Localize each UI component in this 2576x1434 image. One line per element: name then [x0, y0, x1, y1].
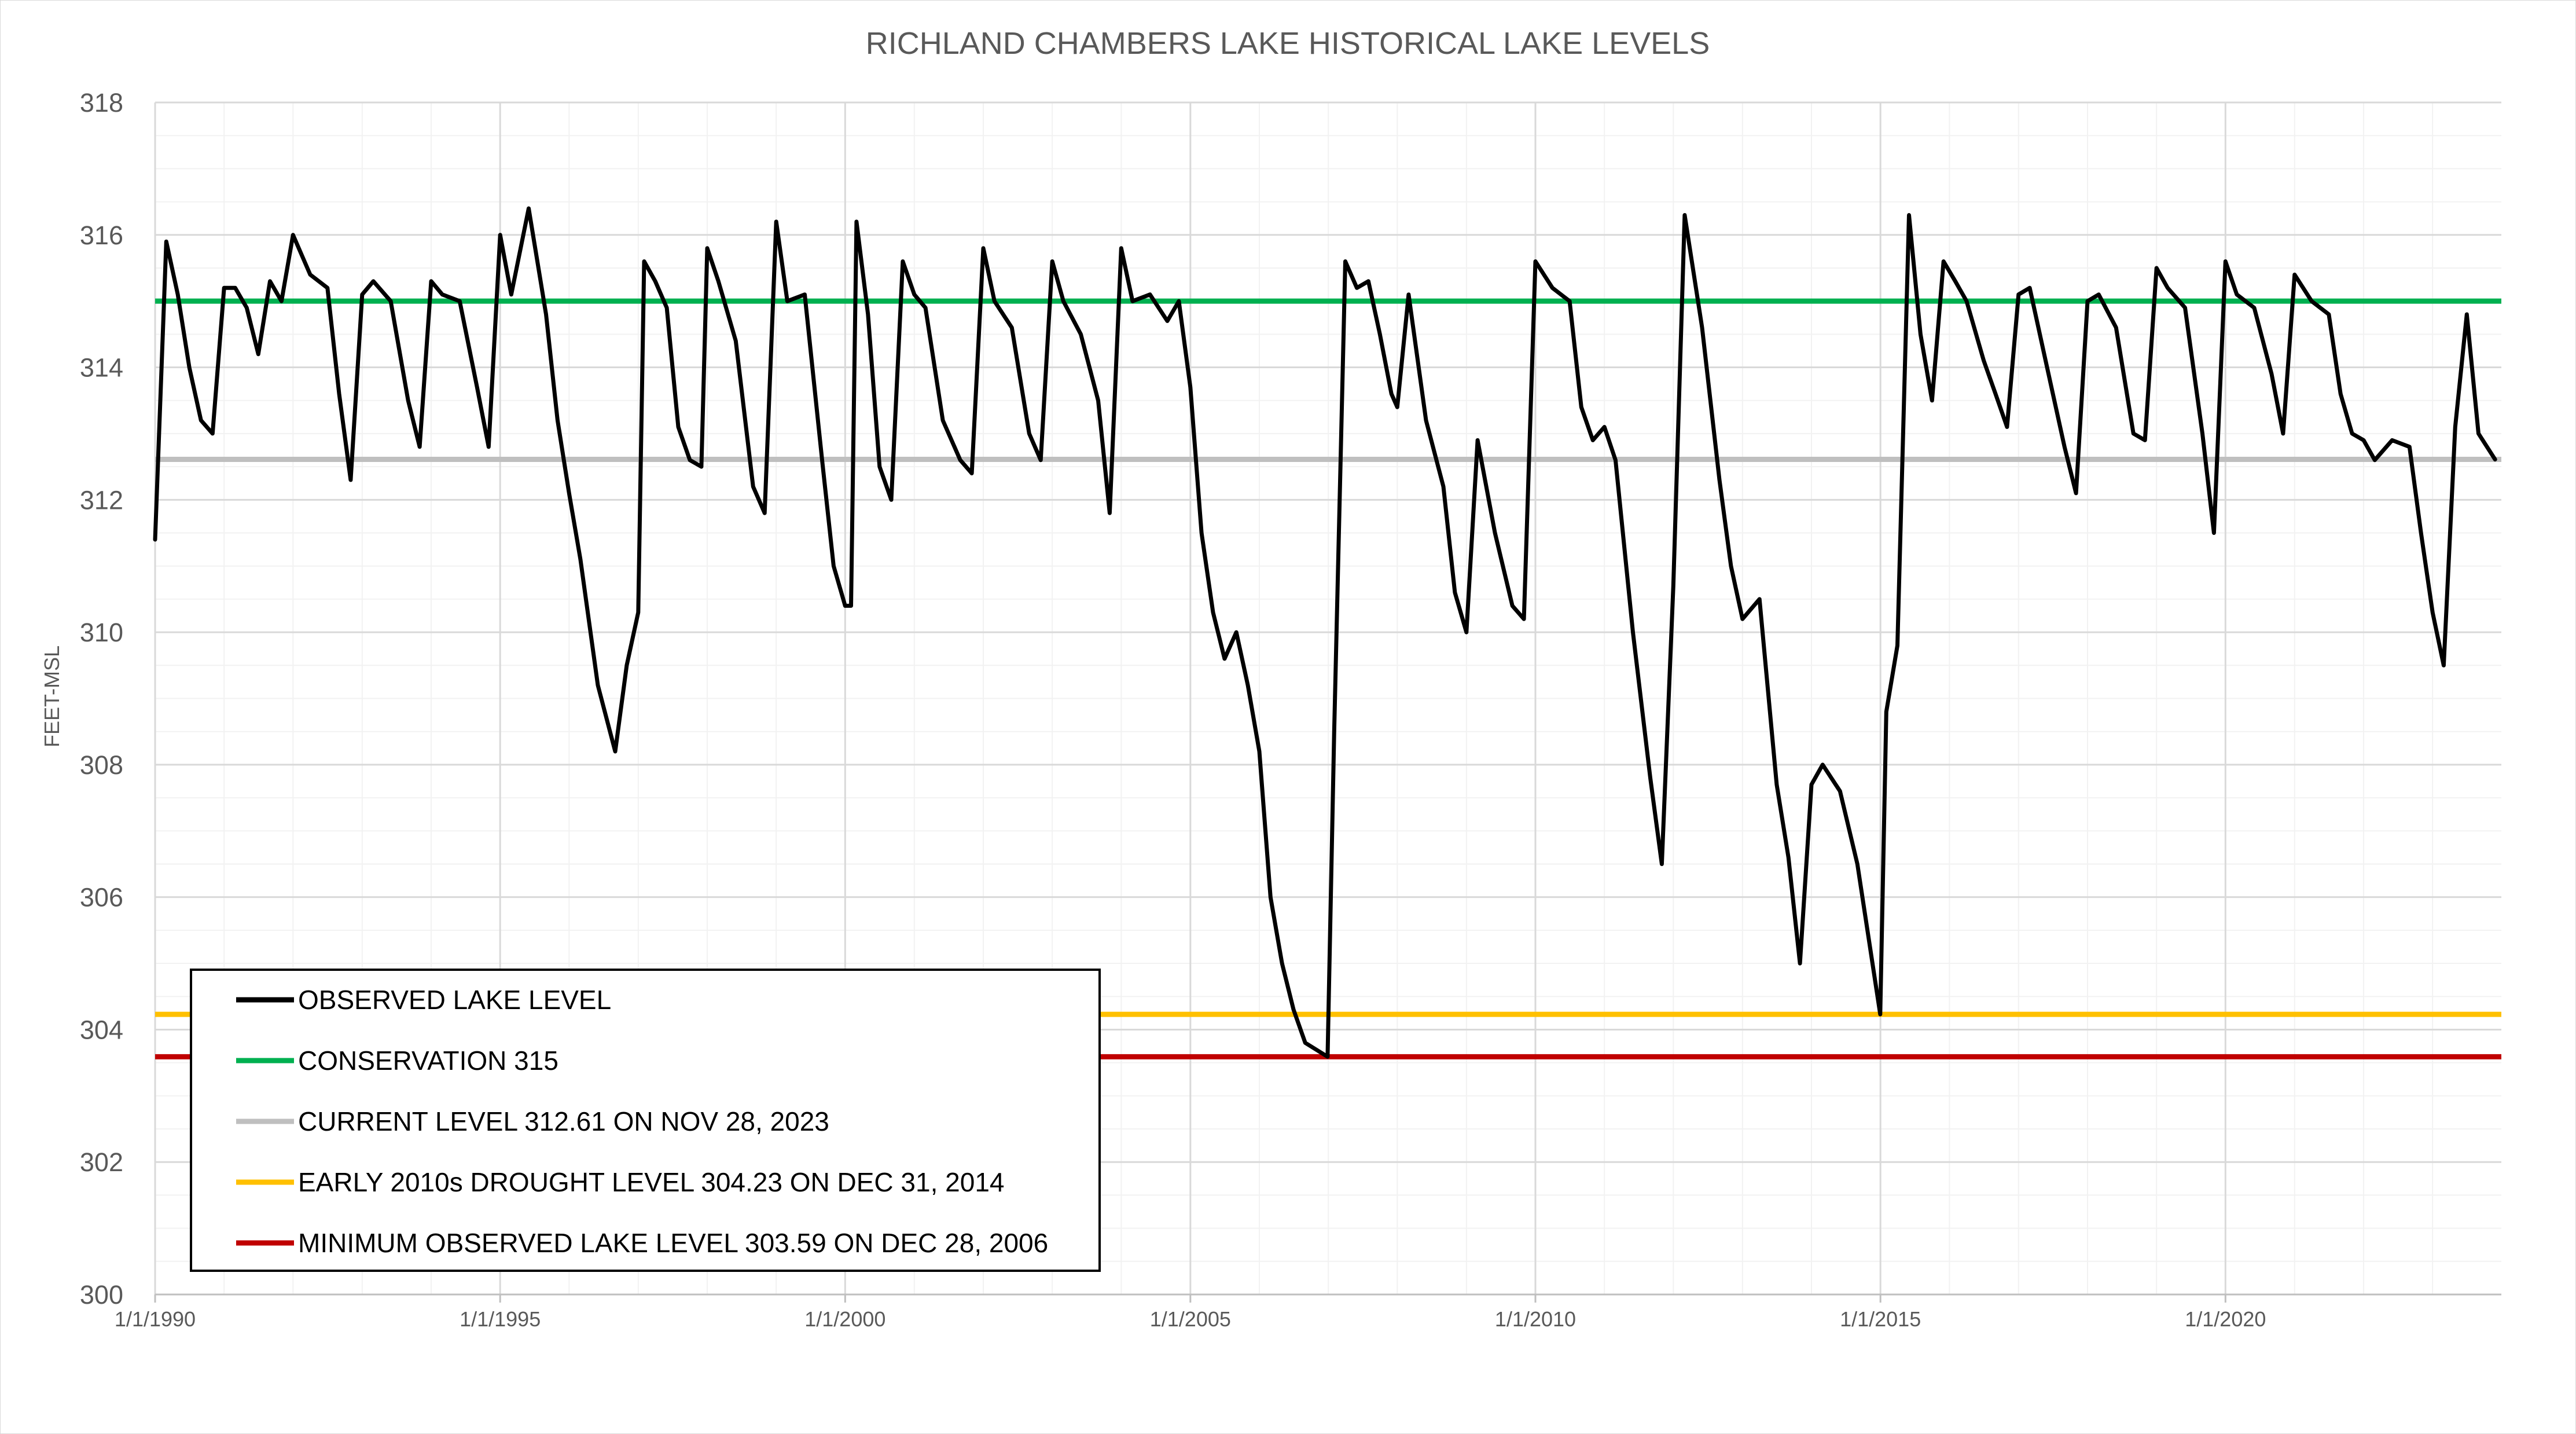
x-tick-label: 1/1/2015 — [1840, 1307, 1921, 1331]
x-tick-labels: 1/1/1990 1/1/1995 1/1/2000 1/1/2005 1/1/2010… — [115, 1307, 2266, 1331]
observed-lake-level-line — [153, 206, 2497, 1059]
legend-box — [190, 969, 1101, 1272]
legend-entry-label: EARLY 2010s DROUGHT LEVEL 304.23 ON DEC … — [298, 1167, 1004, 1197]
y-tick-label: 308 — [80, 750, 123, 780]
y-tick-labels: 300 302 304 306 308 310 312 314 316 318 — [80, 88, 123, 1310]
y-tick-label: 300 — [80, 1280, 123, 1310]
y-tick-label: 314 — [80, 353, 123, 383]
y-tick-label: 306 — [80, 883, 123, 912]
x-tick-label: 1/1/2020 — [2185, 1307, 2266, 1331]
x-tick-label: 1/1/2005 — [1150, 1307, 1231, 1331]
y-tick-label: 312 — [80, 485, 123, 515]
legend-entry-label: OBSERVED LAKE LEVEL — [298, 985, 611, 1015]
y-tick-label: 316 — [80, 221, 123, 250]
legend-entry-label: MINIMUM OBSERVED LAKE LEVEL 303.59 ON DE… — [298, 1228, 1048, 1258]
y-tick-label: 318 — [80, 88, 123, 118]
y-axis-label: FEET-MSL — [40, 646, 64, 747]
x-tick-label: 1/1/1990 — [115, 1307, 196, 1331]
x-tick-label: 1/1/1995 — [460, 1307, 541, 1331]
x-tick-label: 1/1/2000 — [804, 1307, 885, 1331]
legend: OBSERVED LAKE LEVEL CONSERVATION 315 CURRE… — [190, 969, 1101, 1272]
x-tick-label: 1/1/2010 — [1495, 1307, 1576, 1331]
legend-entry-label: CONSERVATION 315 — [298, 1046, 558, 1076]
y-tick-label: 304 — [80, 1015, 123, 1044]
y-tick-label: 302 — [80, 1147, 123, 1177]
chart-title: RICHLAND CHAMBERS LAKE HISTORICAL LAKE L… — [866, 26, 1710, 61]
legend-entry-label: CURRENT LEVEL 312.61 ON NOV 28, 2023 — [298, 1106, 829, 1136]
observed-series — [153, 206, 2497, 1059]
y-tick-label: 310 — [80, 618, 123, 647]
